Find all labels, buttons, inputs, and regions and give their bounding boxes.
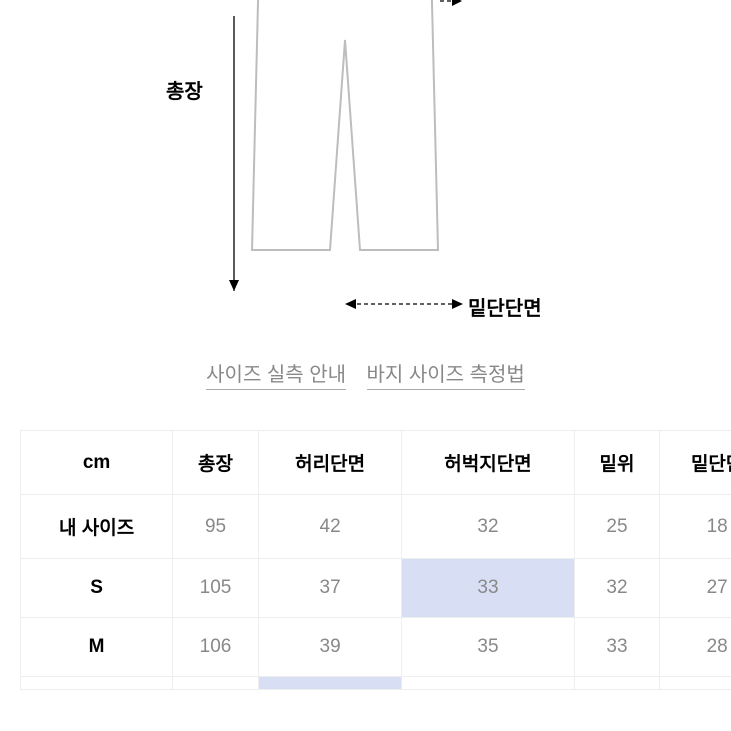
cell: 39 <box>258 618 401 677</box>
links-row: 사이즈 실측 안내 바지 사이즈 측정법 <box>0 358 731 390</box>
cell <box>173 677 259 690</box>
table-row: 내 사이즈9542322518 <box>21 495 731 559</box>
cell: 27 <box>660 559 731 618</box>
col-header: 밑위 <box>574 431 660 495</box>
table-row: S10537333227 <box>21 559 731 618</box>
size-table: cm 총장 허리단면 허벅지단면 밑위 밑단단 내 사이즈9542322518S… <box>20 430 731 690</box>
unit-header: cm <box>21 431 173 495</box>
table-header-row: cm 총장 허리단면 허벅지단면 밑위 밑단단 <box>21 431 731 495</box>
cell: 32 <box>574 559 660 618</box>
col-header: 허벅지단면 <box>402 431 574 495</box>
hem-arrow <box>345 296 463 312</box>
cell <box>574 677 660 690</box>
total-length-arrow <box>224 16 244 291</box>
cell: 37 <box>258 559 401 618</box>
cell <box>660 677 731 690</box>
col-header: 총장 <box>173 431 259 495</box>
cell <box>21 677 173 690</box>
pants-outline <box>230 0 460 290</box>
col-header: 허리단면 <box>258 431 401 495</box>
cell: 33 <box>574 618 660 677</box>
cell: 95 <box>173 495 259 559</box>
row-label: S <box>21 559 173 618</box>
pants-diagram: 총장 밑단단면 <box>0 0 731 330</box>
cell: 25 <box>574 495 660 559</box>
cell: 106 <box>173 618 259 677</box>
cell: 35 <box>402 618 574 677</box>
table-row: M10639353328 <box>21 618 731 677</box>
cell <box>402 677 574 690</box>
cell: 42 <box>258 495 401 559</box>
cell: 28 <box>660 618 731 677</box>
size-guide-link[interactable]: 사이즈 실측 안내 <box>206 358 346 390</box>
label-total-length: 총장 <box>166 75 203 104</box>
row-label: M <box>21 618 173 677</box>
cell: 18 <box>660 495 731 559</box>
how-to-measure-link[interactable]: 바지 사이즈 측정법 <box>367 358 525 390</box>
cell: 33 <box>402 559 574 618</box>
col-header: 밑단단 <box>660 431 731 495</box>
row-label: 내 사이즈 <box>21 495 173 559</box>
top-arrow-partial <box>440 0 462 8</box>
label-hem: 밑단단면 <box>468 292 542 321</box>
cell: 32 <box>402 495 574 559</box>
table-row-peek <box>21 677 731 690</box>
cell <box>258 677 401 690</box>
cell: 105 <box>173 559 259 618</box>
